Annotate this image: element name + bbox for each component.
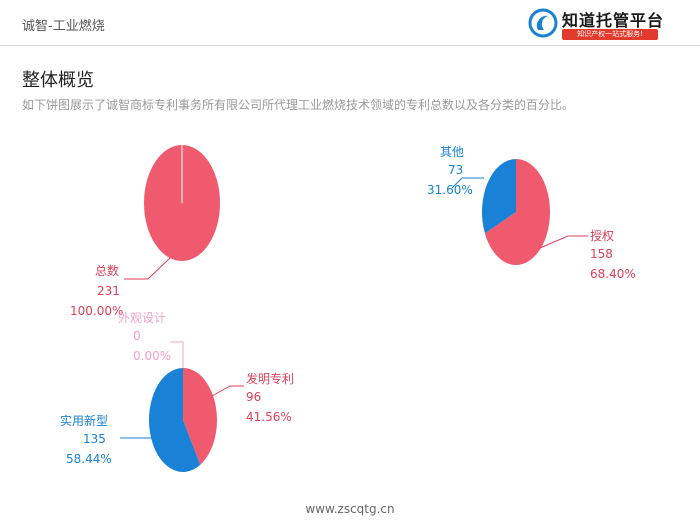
slice-label-design: 外观设计 — [118, 311, 166, 325]
slice-label-total: 总数 — [95, 263, 119, 278]
slice-percent-design: 0.00% — [133, 349, 171, 363]
slice-percent-utility: 58.44% — [66, 452, 112, 466]
slice-percent-granted: 68.40% — [590, 267, 636, 281]
slice-label-granted: 授权 — [590, 228, 614, 243]
leader-line-design — [170, 342, 183, 368]
slice-label-invention: 发明专利 — [246, 371, 294, 386]
slice-value-granted: 158 — [590, 247, 613, 261]
leader-line-total — [124, 258, 170, 279]
slice-label-utility: 实用新型 — [60, 413, 108, 428]
slice-value-total: 231 — [97, 284, 120, 298]
slice-value-other: 73 — [448, 163, 463, 177]
slice-label-other: 其他 — [440, 145, 464, 159]
slice-percent-total: 100.00% — [70, 304, 123, 318]
slice-value-design: 0 — [133, 329, 141, 343]
footer-url: www.zscqtg.cn — [0, 502, 700, 516]
slice-value-invention: 96 — [246, 390, 261, 404]
slice-percent-invention: 41.56% — [246, 410, 292, 424]
slice-percent-other: 31.60% — [427, 183, 473, 197]
slice-value-utility: 135 — [83, 432, 106, 446]
leader-line-granted — [540, 236, 588, 248]
leader-line-invention — [212, 386, 244, 396]
